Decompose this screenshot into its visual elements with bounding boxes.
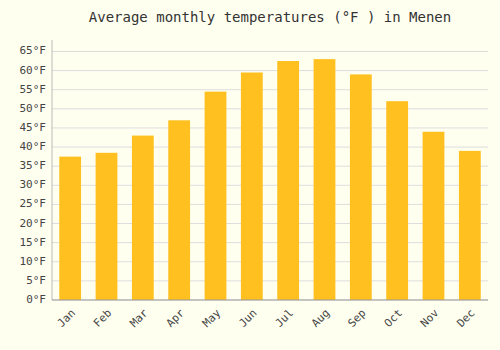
page: {"chart_data": {"type": "bar", "title": …: [0, 0, 500, 350]
y-tick-label: 10°F: [20, 255, 47, 268]
y-tick-label: 40°F: [20, 140, 47, 153]
y-axis: 0°F 5°F 10°F 15°F 20°F 25°F 30°F 35°F 40°F 45°F 50…: [20, 40, 53, 306]
x-axis-line: [52, 300, 488, 301]
bar: [277, 61, 299, 300]
y-axis-line: [52, 40, 53, 300]
x-tick-label: Feb: [91, 307, 114, 330]
bars: [59, 59, 480, 300]
x-tick-label: Apr: [164, 306, 188, 330]
x-tick-label: Oct: [382, 307, 405, 330]
y-tick-label: 5°F: [26, 274, 46, 287]
x-tick-label: Jul: [273, 307, 296, 330]
y-tick-label: 15°F: [20, 236, 47, 249]
y-tick-label: 60°F: [20, 64, 47, 77]
y-tick-label: 50°F: [20, 102, 47, 115]
chart: 0°F 5°F 10°F 15°F 20°F 25°F 30°F 35°F 40°F 45°F 50…: [0, 0, 500, 350]
y-tick-label: 45°F: [20, 121, 47, 134]
x-tick-label: Mar: [127, 306, 151, 330]
y-tick-label: 25°F: [20, 197, 47, 210]
x-tick-label: Sep: [345, 307, 368, 330]
bar: [386, 101, 408, 300]
title: Average monthly temperatures (°F ) in Me…: [89, 9, 451, 25]
grid-line: [52, 51, 488, 52]
y-tick-label: 65°F: [20, 44, 47, 57]
x-tick-label: Nov: [418, 306, 442, 330]
bar: [168, 120, 190, 300]
y-tick-label: 20°F: [20, 217, 47, 230]
bar: [96, 153, 118, 300]
grid-line: [52, 108, 488, 109]
bar: [59, 157, 81, 300]
y-tick-label: 55°F: [20, 83, 47, 96]
grid-line: [52, 70, 488, 71]
grid-line: [52, 89, 488, 90]
bar: [350, 74, 372, 300]
x-tick-label: Jun: [236, 307, 259, 330]
y-tick-label: 35°F: [20, 159, 47, 172]
bar: [459, 151, 481, 300]
grid: [52, 51, 488, 300]
bar: [423, 132, 445, 300]
bar: [241, 73, 263, 301]
grid-line: [52, 300, 488, 301]
grid-line: [52, 127, 488, 128]
bar: [132, 136, 154, 300]
x-tick-label: Jan: [55, 307, 78, 330]
bar: [314, 59, 336, 300]
background: [0, 0, 500, 350]
x-tick-label: Dec: [454, 307, 477, 330]
x-tick-label: Aug: [309, 307, 332, 330]
bar: [205, 92, 227, 300]
y-tick-label: 30°F: [20, 178, 47, 191]
x-axis: Jan Feb Mar Apr May Jun Jul Aug Sep Oct Nov Dec: [52, 300, 488, 330]
x-tick-label: May: [200, 306, 224, 330]
y-tick-label: 0°F: [26, 293, 46, 306]
